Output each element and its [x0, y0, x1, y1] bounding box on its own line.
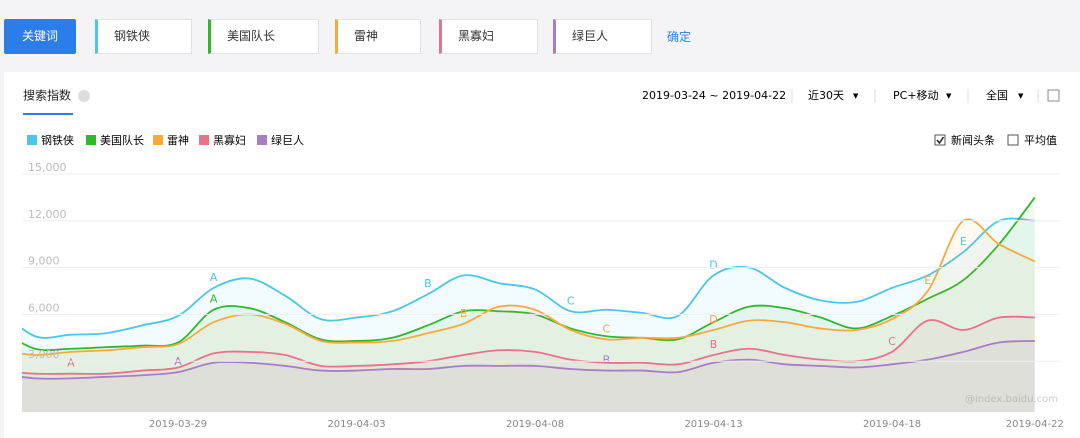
series-line [22, 196, 1036, 352]
series-area [22, 197, 1035, 412]
period-select[interactable]: 近30天 [808, 89, 844, 102]
annotation: E [960, 235, 967, 248]
date-range: 2019-03-24 ~ 2019-04-22 [642, 89, 786, 102]
annotation: B [710, 338, 718, 351]
y-tick-label: 6,000 [28, 301, 60, 314]
x-tick-label: 2019-04-13 [684, 419, 742, 430]
annotation: C [567, 294, 575, 307]
keyword-button[interactable]: 关键词 [4, 19, 76, 54]
x-tick-label: 2019-03-29 [149, 419, 207, 430]
annotation: D [709, 313, 717, 326]
y-tick-label: 12,000 [28, 208, 67, 221]
dropdown-arrow: ▼ [853, 92, 859, 100]
dropdown-arrow: ▼ [1018, 92, 1024, 100]
annotation: A [210, 271, 218, 284]
help-icon[interactable] [78, 90, 90, 102]
tab-title[interactable]: 搜索指数 [23, 88, 71, 103]
series-area [22, 340, 1035, 412]
annotation: A [210, 293, 218, 306]
checkbox [1007, 134, 1019, 146]
keyword-tab[interactable]: 钢铁侠 [95, 19, 192, 54]
legend-swatch [199, 135, 209, 145]
x-tick-label: 2019-04-03 [327, 419, 385, 430]
legend-label: 绿巨人 [271, 133, 304, 147]
option-label: 新闻头条 [951, 133, 995, 147]
watermark: @index.baidu.com [965, 394, 1058, 405]
device-select[interactable]: PC+移动 [893, 89, 939, 102]
legend-label: 黑寡妇 [213, 133, 246, 147]
check-mark [936, 136, 945, 145]
series-area [22, 316, 1035, 412]
annotation: C [603, 322, 611, 335]
export-icon[interactable] [1047, 89, 1060, 102]
x-tick-label: 2019-04-18 [863, 419, 921, 430]
y-tick-label: 3,000 [28, 348, 60, 361]
x-tick-label: 2019-04-22 [1006, 419, 1064, 430]
confirm[interactable]: 确定 [667, 30, 692, 44]
annotation: B [603, 354, 611, 367]
keyword-tab[interactable]: 绿巨人 [553, 19, 652, 54]
series-line [22, 217, 1035, 339]
annotation: D [709, 258, 717, 271]
legend-swatch [86, 135, 96, 145]
keyword-tab[interactable]: 美国队长 [208, 19, 319, 54]
series-line [22, 340, 1035, 380]
region-select[interactable]: 全国 [986, 88, 1008, 102]
dropdown-arrow: ▼ [946, 92, 952, 100]
x-tick-label: 2019-04-08 [506, 419, 564, 430]
annotation: B [424, 277, 432, 290]
checkbox [934, 134, 946, 146]
legend-swatch [153, 135, 163, 145]
legend-label: 美国队长 [100, 133, 144, 147]
annotation: B [460, 307, 468, 320]
panel [4, 72, 1080, 438]
series-line [22, 218, 1036, 356]
legend-swatch [27, 135, 37, 145]
annotation: E [924, 274, 931, 287]
option-label: 平均值 [1024, 134, 1057, 147]
legend-swatch [257, 135, 267, 145]
legend-label: 钢铁侠 [41, 134, 74, 147]
y-tick-label: 15,000 [28, 161, 67, 174]
annotation: C [888, 335, 896, 348]
y-tick-label: 9,000 [28, 255, 60, 268]
keyword-tab[interactable]: 雷神 [335, 19, 421, 54]
annotation: A [67, 357, 75, 370]
legend-label: 雷神 [167, 133, 189, 147]
keyword-tab[interactable]: 黑寡妇 [439, 19, 538, 54]
